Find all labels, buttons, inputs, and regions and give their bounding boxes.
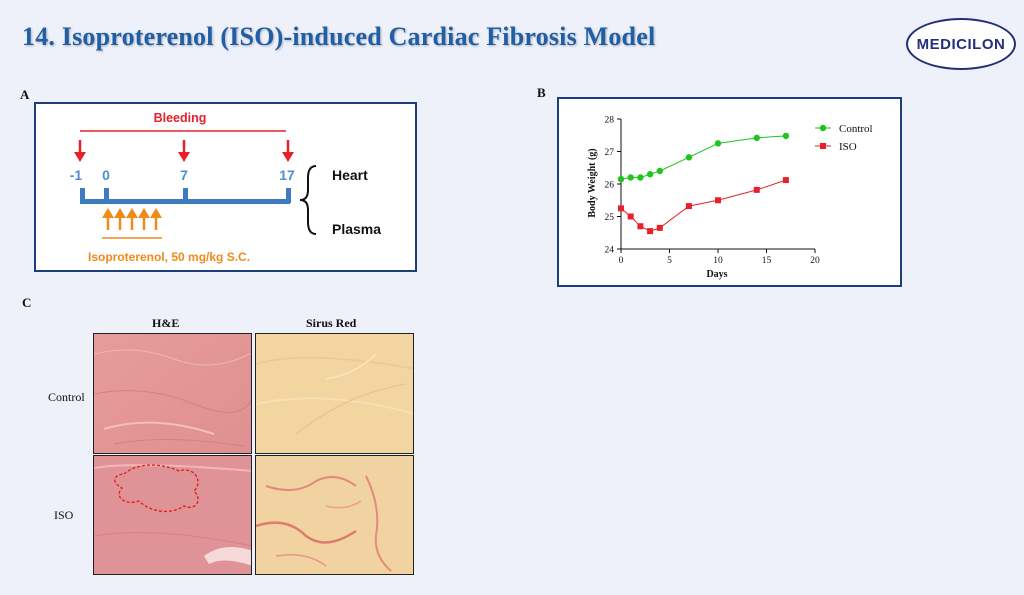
data-point-control — [714, 140, 722, 147]
he-iso-image — [93, 455, 252, 575]
dosing-arrow-icon — [138, 208, 150, 230]
he-control-image — [93, 333, 252, 454]
y-tick-label: 24 — [605, 246, 615, 256]
data-point-control — [617, 175, 625, 183]
data-point-control — [782, 132, 790, 140]
sirius-red-control-texture — [256, 334, 413, 453]
legend-control-marker — [819, 124, 827, 132]
bleeding-arrow-icon — [282, 140, 294, 162]
data-point-control — [685, 154, 693, 161]
timepoint-label: 0 — [102, 167, 110, 183]
y-tick-label: 28 — [605, 116, 615, 126]
data-point-iso — [647, 228, 654, 235]
he-control-texture — [94, 334, 251, 453]
data-point-iso — [685, 203, 692, 210]
data-point-iso — [627, 213, 634, 220]
bleeding-arrow-icon — [178, 140, 190, 162]
series-line-control — [620, 135, 786, 180]
y-tick-label: 26 — [605, 181, 615, 191]
legend-iso-label: ISO — [839, 141, 857, 153]
x-tick-label: 5 — [667, 256, 672, 266]
sirius-red-iso-texture — [256, 456, 413, 574]
medicilon-logo: MEDICILON — [906, 18, 1016, 70]
y-tick-label: 27 — [605, 148, 615, 158]
legend: Control ISO — [815, 123, 873, 153]
data-point-iso — [753, 186, 760, 193]
bleeding-label: Bleeding — [154, 111, 207, 125]
sirius-red-iso-image — [255, 455, 414, 575]
row-header-control: Control — [48, 390, 85, 404]
he-iso-texture — [94, 456, 251, 574]
x-tick-label: 0 — [619, 256, 624, 266]
legend-iso-marker — [820, 143, 826, 149]
timeline-tick — [80, 188, 85, 203]
brace-icon — [299, 165, 317, 235]
timeline-tick — [183, 188, 188, 203]
data-point-iso — [618, 205, 624, 212]
logo-text: MEDICILON — [916, 35, 1006, 53]
output-plasma-label: Plasma — [332, 221, 381, 237]
data-point-control — [627, 174, 634, 181]
dosing-arrow-icon — [102, 208, 114, 230]
dosing-arrow-icon — [114, 208, 126, 230]
panel-a-label: A — [20, 87, 30, 102]
bleeding-arrow-icon — [74, 140, 86, 162]
data-point-control — [646, 171, 654, 178]
panel-b-label: B — [537, 85, 546, 100]
timepoint-label: -1 — [70, 167, 83, 183]
x-tick-label: 15 — [762, 256, 772, 266]
data-point-control — [753, 134, 760, 142]
y-tick-label: 25 — [605, 213, 615, 223]
output-heart-label: Heart — [332, 167, 368, 183]
data-point-iso — [637, 223, 644, 230]
column-header-he: H&E — [152, 316, 180, 330]
x-tick-label: 20 — [810, 256, 820, 266]
timeline-svg: Bleeding -1 0 7 17 Heart Plasma — [70, 111, 381, 264]
body-weight-chart: 0 5 10 15 20 24 25 26 27 28 Days Body Weight (g) … — [557, 97, 902, 287]
data-point-iso — [782, 177, 789, 184]
y-axis-label: Body Weight (g) — [587, 148, 598, 217]
legend-control-label: Control — [839, 123, 873, 135]
data-point-iso — [656, 224, 663, 231]
timepoint-label: 7 — [180, 167, 188, 183]
x-tick-label: 10 — [713, 256, 723, 266]
data-point-control — [637, 174, 644, 181]
page-title: 14. Isoproterenol (ISO)-induced Cardiac … — [22, 22, 656, 51]
timeline-tick — [104, 188, 109, 203]
timepoint-label: 17 — [279, 167, 295, 183]
row-header-iso: ISO — [54, 508, 74, 522]
dosing-arrow-icon — [126, 208, 138, 230]
sirius-red-control-image — [255, 333, 414, 454]
x-axis-label: Days — [706, 269, 727, 280]
timeline-diagram: Bleeding -1 0 7 17 Heart Plasma — [34, 102, 417, 272]
timeline-tick — [286, 188, 291, 203]
data-point-control — [656, 167, 663, 175]
column-header-sirius-red: Sirus Red — [306, 316, 357, 330]
data-point-iso — [715, 197, 721, 204]
fibrosis-outline — [114, 464, 199, 513]
panel-c-label: C — [22, 295, 32, 310]
dosing-label: Isoproterenol, 50 mg/kg S.C. — [88, 250, 250, 264]
dosing-arrow-icon — [150, 208, 162, 230]
series-line-iso — [620, 179, 787, 232]
